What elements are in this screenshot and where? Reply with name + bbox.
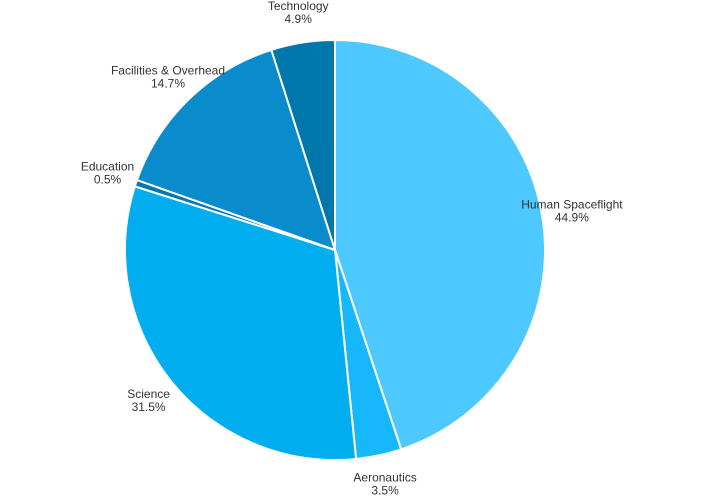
pie-slice-science[interactable] xyxy=(124,185,358,461)
slice-label-aeronautics: Aeronautics 3.5% xyxy=(353,471,416,498)
slice-value-education: 0.5% xyxy=(94,173,122,187)
slice-category-science: Science xyxy=(127,387,170,401)
slices-layer xyxy=(124,39,546,461)
slice-category-technology: Technology xyxy=(268,0,329,13)
slice-label-education: Education 0.5% xyxy=(81,160,134,187)
slice-value-human-spaceflight: 44.9% xyxy=(555,211,589,225)
slice-label-technology: Technology 4.9% xyxy=(268,0,329,26)
pie-slice-human-spaceflight[interactable] xyxy=(334,39,546,451)
slice-value-science: 31.5% xyxy=(132,400,166,414)
slice-label-science: Science 31.5% xyxy=(127,387,170,414)
labels-layer: Human Spaceflight 44.9% Aeronautics 3.5% Sci… xyxy=(81,0,623,498)
slice-category-human-spaceflight: Human Spaceflight xyxy=(521,198,623,212)
pie-slice-facilities-and-overhead[interactable] xyxy=(135,48,336,251)
slice-value-technology: 4.9% xyxy=(285,12,313,26)
slice-label-human-spaceflight: Human Spaceflight 44.9% xyxy=(521,198,623,225)
slice-value-facilities-and-overhead: 14.7% xyxy=(151,77,185,91)
slice-category-facilities-and-overhead: Facilities & Overhead xyxy=(111,64,225,78)
slice-category-education: Education xyxy=(81,160,134,174)
slice-label-facilities-and-overhead: Facilities & Overhead 14.7% xyxy=(111,64,225,91)
pie-slice-technology[interactable] xyxy=(270,39,336,251)
slice-category-aeronautics: Aeronautics xyxy=(353,471,416,485)
slice-value-aeronautics: 3.5% xyxy=(371,484,399,498)
